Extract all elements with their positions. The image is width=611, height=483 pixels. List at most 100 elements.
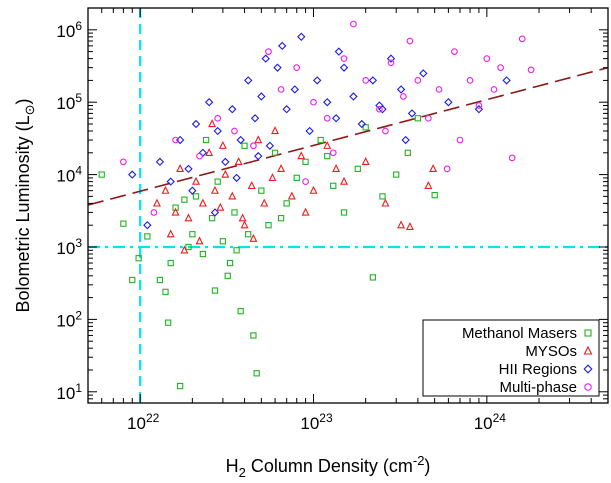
data-point: [234, 157, 243, 165]
data-point: [250, 114, 260, 123]
data-point: [198, 198, 207, 207]
data-point: [429, 164, 438, 173]
data-point: [302, 158, 309, 165]
tick-exponent: 4: [75, 164, 82, 178]
data-point: [250, 142, 257, 150]
data-point: [382, 127, 389, 135]
data-point: [224, 272, 231, 279]
tick-base: 10: [56, 311, 75, 330]
data-point: [98, 171, 105, 178]
data-point: [278, 41, 287, 51]
data-point: [354, 165, 361, 173]
data-point: [397, 220, 406, 229]
data-point: [271, 126, 280, 135]
data-point: [254, 135, 263, 144]
data-point: [260, 198, 269, 207]
data-point: [323, 140, 332, 149]
data-point: [191, 119, 201, 129]
data-point: [313, 76, 322, 85]
data-point: [221, 157, 230, 167]
y-tick-label: 102: [56, 308, 82, 330]
data-point: [245, 231, 252, 238]
data-point: [258, 187, 265, 194]
tick-base: 10: [474, 414, 493, 433]
data-point: [184, 164, 193, 174]
data-point: [393, 171, 400, 178]
data-point: [208, 119, 217, 128]
data-point: [334, 47, 344, 56]
data-point: [324, 152, 331, 160]
tick-exponent: 6: [75, 19, 82, 33]
data-point: [231, 209, 238, 216]
data-point: [331, 114, 341, 123]
data-point: [219, 238, 227, 245]
data-point: [184, 213, 193, 222]
data-point: [490, 86, 498, 93]
tick-base: 10: [56, 94, 75, 113]
data-point: [362, 124, 369, 131]
data-point: [293, 174, 300, 182]
data-point: [456, 136, 464, 144]
axis-titles: H2 Column Density (cm-2) Bolometric Lumin…: [13, 99, 430, 480]
data-point: [135, 255, 142, 262]
y-tick-label: 104: [56, 164, 82, 186]
data-point: [396, 85, 406, 94]
data-point: [172, 136, 179, 144]
data-point: [444, 98, 453, 107]
data-point: [180, 245, 189, 254]
data-point: [221, 169, 230, 178]
data-point: [205, 147, 214, 156]
data-point: [297, 151, 306, 160]
data-point: [407, 109, 417, 118]
tick-base: 10: [127, 414, 146, 433]
data-point: [261, 54, 270, 63]
data-point: [518, 35, 526, 43]
fit-line: [88, 66, 608, 206]
data-point: [166, 177, 175, 186]
x-axis-title: H2 Column Density (cm-2): [226, 453, 431, 480]
data-point: [329, 149, 337, 157]
x-tick-label: 1024: [474, 411, 507, 433]
data-point: [254, 151, 263, 161]
data-point: [340, 55, 348, 62]
data-point: [129, 276, 136, 284]
data-point: [120, 220, 127, 227]
data-point: [128, 170, 137, 179]
legend-entry: HII Regions: [499, 361, 593, 378]
data-point: [155, 157, 165, 167]
data-point: [265, 141, 275, 150]
series-hii-regions: [128, 32, 511, 230]
legend-box: [422, 319, 600, 397]
data-point: [483, 55, 491, 62]
data-point: [386, 54, 396, 63]
data-point: [340, 209, 348, 216]
data-point: [310, 98, 317, 106]
data-point: [443, 165, 451, 173]
tick-exponent: 5: [75, 91, 82, 105]
data-point: [297, 32, 306, 41]
data-point: [226, 259, 234, 267]
data-point: [466, 77, 474, 84]
data-point: [176, 382, 184, 390]
data-point: [216, 202, 225, 211]
data-point: [237, 307, 244, 315]
data-point: [166, 229, 175, 238]
tick-base: 10: [56, 239, 75, 258]
data-point: [431, 192, 438, 199]
tick-exponent: 3: [75, 236, 82, 250]
series-multi-phase: [120, 20, 535, 216]
data-point: [171, 207, 180, 216]
data-point: [287, 191, 296, 200]
data-point: [232, 173, 241, 183]
data-point: [172, 204, 179, 211]
data-point: [323, 98, 332, 107]
data-point: [357, 119, 367, 129]
data-point: [247, 180, 256, 189]
data-point: [156, 276, 164, 284]
data-point: [244, 76, 253, 85]
data-point: [236, 135, 245, 145]
tick-exponent: 23: [319, 411, 333, 425]
